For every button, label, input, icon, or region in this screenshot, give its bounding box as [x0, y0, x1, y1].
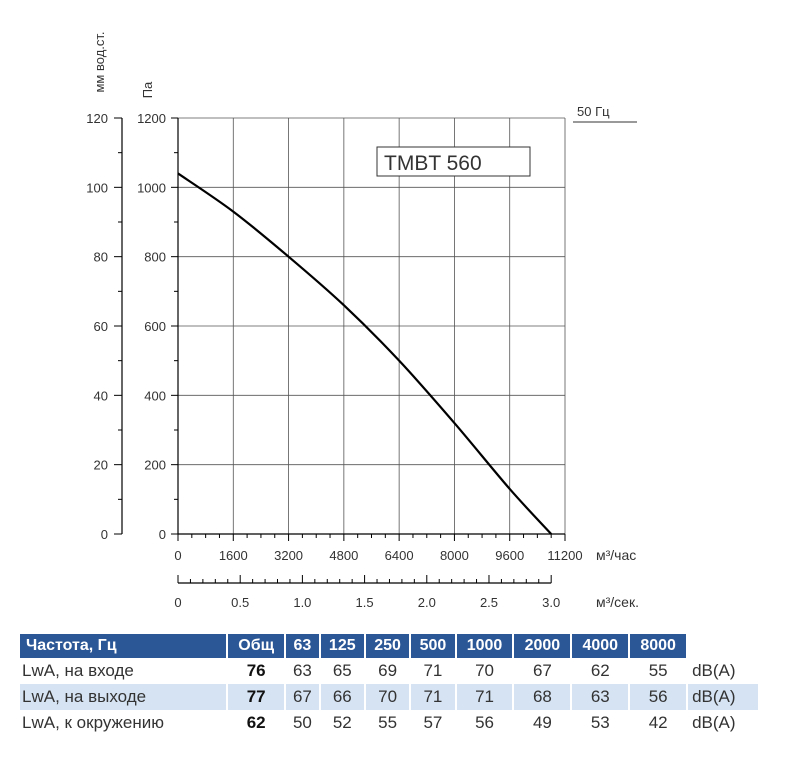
noise-table-row: LwA, на выходе 77 67 66 70 71 71 68 63 56 dB(A) — [20, 684, 758, 710]
header-cell: 2000 — [514, 634, 571, 658]
row-total: 76 — [246, 661, 266, 680]
x-secondary-tick-label: 1.0 — [293, 595, 311, 610]
row-value: 50 — [292, 713, 312, 732]
y-left-tick-label: 40 — [94, 388, 108, 403]
grid — [178, 117, 566, 534]
row-value: 71 — [423, 661, 443, 680]
row-value: 49 — [532, 713, 552, 732]
y-right-tick-label: 200 — [144, 458, 166, 473]
y-left-axis-label: мм вод.ст. — [92, 31, 107, 92]
performance-curve — [177, 172, 552, 535]
y-left-tick-label: 80 — [94, 250, 108, 265]
y-right-tick-label: 0 — [159, 527, 166, 542]
x-primary-tick-label: 1600 — [219, 548, 248, 563]
row-value: 63 — [572, 684, 629, 710]
y-right-tick-label: 600 — [144, 319, 166, 334]
row-value: 55 — [378, 713, 398, 732]
row-value: 69 — [378, 661, 398, 680]
row-value: 55 — [648, 661, 668, 680]
row-value: 70 — [475, 661, 494, 680]
x-secondary-tick-label: 0 — [174, 595, 181, 610]
row-value: 71 — [411, 684, 455, 710]
header-cell: 1000 — [456, 634, 513, 658]
x-secondary-tick-label: 2.0 — [418, 595, 436, 610]
row-total: 77 — [228, 684, 285, 710]
row-value: 67 — [532, 661, 552, 680]
x-secondary-tick-label: 0.5 — [231, 595, 249, 610]
row-value: 68 — [514, 684, 571, 710]
row-value: 56 — [475, 713, 494, 732]
y-left-tick-label: 100 — [86, 180, 108, 195]
row-unit: dB(A) — [692, 713, 736, 732]
x-primary-tick-label: 11200 — [547, 548, 582, 563]
row-value: 70 — [365, 684, 410, 710]
x-primary-tick-label: 9600 — [495, 548, 524, 563]
x-primary-tick-label: 0 — [174, 548, 181, 563]
noise-table: Частота, Гц Общ 63 125 250 500 1000 2000 4000 800… — [18, 634, 760, 736]
x-secondary-tick-label: 1.5 — [356, 595, 374, 610]
header-cell: Общ — [228, 634, 285, 658]
x-primary-axis-label: м³/час — [596, 547, 636, 563]
y-left-tick-label: 60 — [94, 319, 108, 334]
frequency-label: 50 Гц — [577, 104, 610, 119]
y-right-tick-label: 400 — [144, 388, 166, 403]
header-blank — [688, 634, 758, 658]
x-secondary-axis-label: м³/сек. — [596, 594, 639, 610]
x-secondary-tick-label: 2.5 — [480, 595, 498, 610]
row-value: 56 — [630, 684, 687, 710]
row-unit: dB(A) — [688, 684, 758, 710]
row-value: 66 — [320, 684, 364, 710]
x-primary-tick-label: 3200 — [274, 548, 303, 563]
header-cell: 125 — [320, 634, 364, 658]
row-label: LwA, на входе — [22, 661, 134, 680]
x-primary-tick-label: 8000 — [440, 548, 469, 563]
title-box — [376, 146, 531, 177]
chart-title: TMBT 560 — [384, 152, 482, 175]
row-value: 71 — [456, 684, 513, 710]
header-frequency-label: Частота, Гц — [20, 634, 227, 658]
x-primary-tick-label: 6400 — [385, 548, 414, 563]
noise-table-row: LwA, к окружению 62 50 52 55 57 56 49 53 42 dB(A) — [20, 710, 758, 736]
row-unit: dB(A) — [692, 661, 736, 680]
row-label: LwA, на выходе — [20, 684, 227, 710]
y-left-tick-label: 120 — [86, 111, 108, 126]
row-value: 53 — [590, 713, 610, 732]
header-cell: 8000 — [630, 634, 687, 658]
y-right-tick-label: 1200 — [137, 111, 166, 126]
header-cell: 500 — [411, 634, 455, 658]
row-value: 62 — [590, 661, 610, 680]
y-left-tick-label: 20 — [94, 458, 108, 473]
row-total: 62 — [246, 713, 266, 732]
header-cell: 4000 — [572, 634, 629, 658]
y-right-tick-label: 800 — [144, 250, 166, 265]
x-primary-tick-label: 4800 — [329, 548, 358, 563]
y-right-axis-label: Па — [140, 81, 155, 98]
x-secondary-tick-label: 3.0 — [542, 595, 560, 610]
y-right-tick-label: 1000 — [137, 180, 166, 195]
row-value: 63 — [292, 661, 312, 680]
y-left-tick-label: 0 — [101, 527, 108, 542]
row-value: 57 — [423, 713, 443, 732]
row-value: 52 — [332, 713, 352, 732]
row-value: 67 — [286, 684, 319, 710]
row-value: 42 — [648, 713, 668, 732]
header-cell: 63 — [286, 634, 319, 658]
noise-table-header: Частота, Гц Общ 63 125 250 500 1000 2000 4000 800… — [20, 634, 758, 658]
row-label: LwA, к окружению — [22, 713, 164, 732]
row-value: 65 — [332, 661, 352, 680]
header-cell: 250 — [365, 634, 410, 658]
noise-table-row: LwA, на входе 76 63 65 69 71 70 67 62 55 dB(A) — [20, 658, 758, 684]
